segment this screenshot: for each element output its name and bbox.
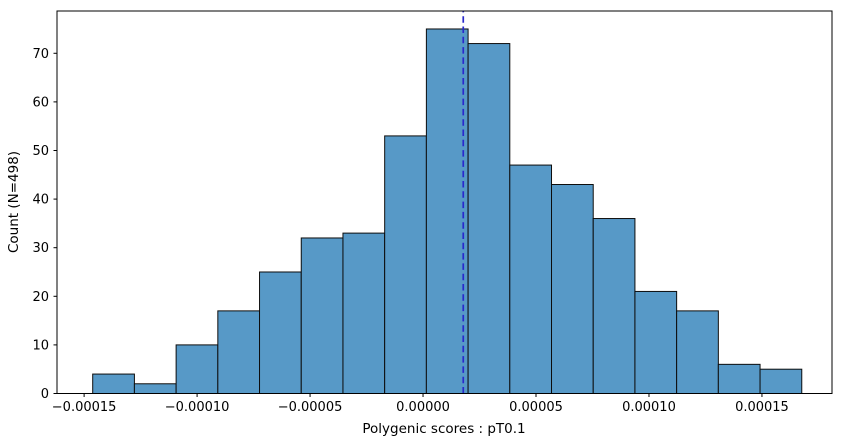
x-tick-label: −0.00015	[52, 400, 117, 415]
x-axis-label: Polygenic scores : pT0.1	[362, 421, 526, 437]
x-tick-label: 0.00000	[396, 400, 450, 415]
histogram-bar	[592, 218, 636, 394]
y-tick-label: 10	[32, 338, 49, 353]
y-tick-label: 20	[32, 290, 49, 305]
histogram-bar	[133, 383, 177, 394]
y-tick-label: 30	[32, 241, 49, 256]
histogram-bar	[384, 135, 427, 394]
x-tick-label: −0.00010	[165, 400, 230, 415]
y-tick-label: 70	[32, 47, 49, 62]
plot-frame	[56, 10, 833, 394]
histogram-bar	[342, 232, 386, 394]
y-tick-label: 0	[41, 387, 49, 402]
histogram-bar	[300, 237, 344, 394]
histogram-bar	[175, 344, 219, 394]
x-tick-label: 0.00005	[509, 400, 563, 415]
histogram-bar	[467, 43, 511, 395]
y-tick-label: 40	[32, 193, 49, 208]
histogram-bar	[759, 368, 803, 395]
y-axis-label: Count (N=498)	[6, 150, 22, 254]
histogram-bar	[92, 373, 135, 394]
histogram-bar	[259, 271, 302, 394]
histogram-bar	[217, 310, 261, 395]
histogram-bar	[634, 290, 678, 394]
y-tick-label: 50	[32, 144, 49, 159]
x-tick-label: −0.00005	[278, 400, 343, 415]
histogram-bar	[676, 310, 719, 395]
y-tick-label: 60	[32, 95, 49, 110]
histogram-bar	[717, 363, 761, 394]
histogram-bar	[509, 164, 553, 394]
x-tick-label: 0.00015	[735, 400, 789, 415]
x-tick-label: 0.00010	[622, 400, 676, 415]
histogram-bar	[425, 28, 469, 394]
histogram-bar	[551, 184, 594, 394]
